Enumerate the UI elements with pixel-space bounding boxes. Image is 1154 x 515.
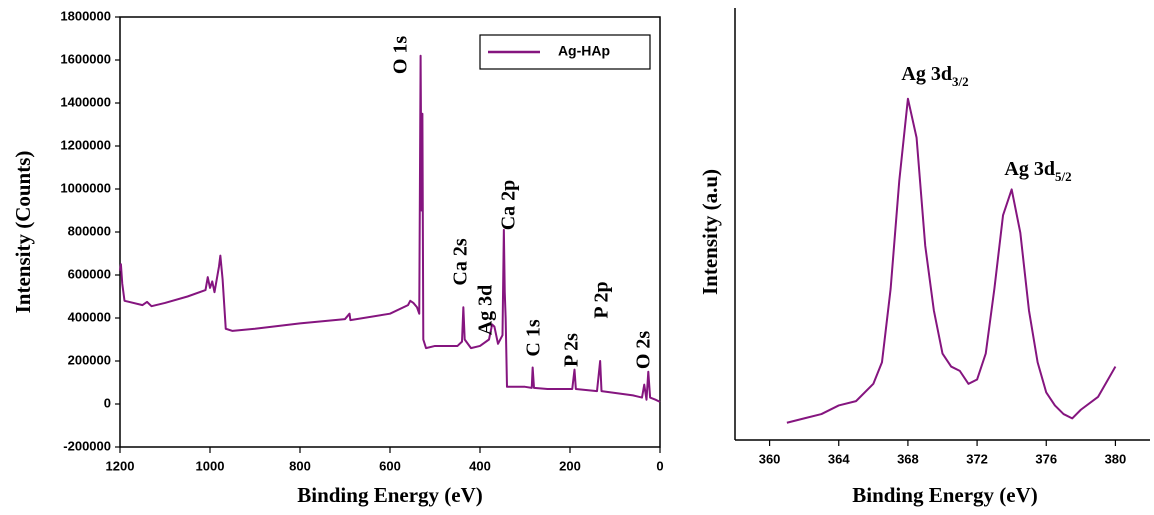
- peak-label: Ag 3d5/2: [1004, 158, 1071, 184]
- data-line: [119, 54, 661, 403]
- peak-label-main: Ag 3d: [1004, 158, 1055, 180]
- peak-label: O 1s: [390, 36, 412, 75]
- x-tick-label: 200: [559, 458, 581, 473]
- x-tick-label: 360: [759, 451, 781, 466]
- peak-label: Ca 2s: [450, 238, 472, 285]
- x-tick-label: 0: [656, 458, 663, 473]
- y-tick-label: 1200000: [60, 137, 111, 152]
- peak-label-sub: 5/2: [1055, 169, 1072, 184]
- peak-label-sub: 3/2: [952, 74, 969, 89]
- peak-label: Ag 3d: [475, 285, 497, 336]
- x-axis-label: Binding Energy (eV): [297, 483, 483, 507]
- x-tick-label: 400: [469, 458, 491, 473]
- y-tick-label: 800000: [68, 223, 111, 238]
- peak-label: P 2p: [591, 281, 613, 318]
- peak-label-main: Ag 3d: [901, 63, 952, 85]
- x-tick-label: 372: [966, 451, 988, 466]
- y-tick-label: 1000000: [60, 180, 111, 195]
- y-tick-label: 1600000: [60, 51, 111, 66]
- peak-label: C 1s: [523, 319, 545, 356]
- y-tick-label: 1800000: [60, 8, 111, 23]
- y-tick-label: 600000: [68, 266, 111, 281]
- peak-label: Ag 3d3/2: [901, 63, 968, 89]
- peak-label: Ca 2p: [498, 180, 520, 231]
- x-tick-label: 380: [1105, 451, 1127, 466]
- x-tick-label: 376: [1035, 451, 1057, 466]
- x-tick-label: 600: [379, 458, 401, 473]
- x-tick-label: 1200: [106, 458, 135, 473]
- peak-label: P 2s: [561, 333, 583, 367]
- x-tick-label: 368: [897, 451, 919, 466]
- peak-label: O 2s: [633, 331, 655, 370]
- data-line: [786, 97, 1117, 424]
- y-tick-label: -200000: [63, 438, 111, 453]
- x-axis-label: Binding Energy (eV): [852, 483, 1038, 507]
- legend-label: Ag-HAp: [558, 43, 610, 59]
- x-tick-label: 800: [289, 458, 311, 473]
- y-axis-label: Intensity (a.u): [698, 169, 722, 295]
- y-tick-label: 200000: [68, 352, 111, 367]
- y-tick-label: 400000: [68, 309, 111, 324]
- y-axis-label: Intensity (Counts): [11, 151, 35, 314]
- x-tick-label: 364: [828, 451, 850, 466]
- plot-frame: [119, 16, 661, 448]
- y-tick-label: 0: [104, 395, 111, 410]
- y-tick-label: 1400000: [60, 94, 111, 109]
- x-tick-label: 1000: [196, 458, 225, 473]
